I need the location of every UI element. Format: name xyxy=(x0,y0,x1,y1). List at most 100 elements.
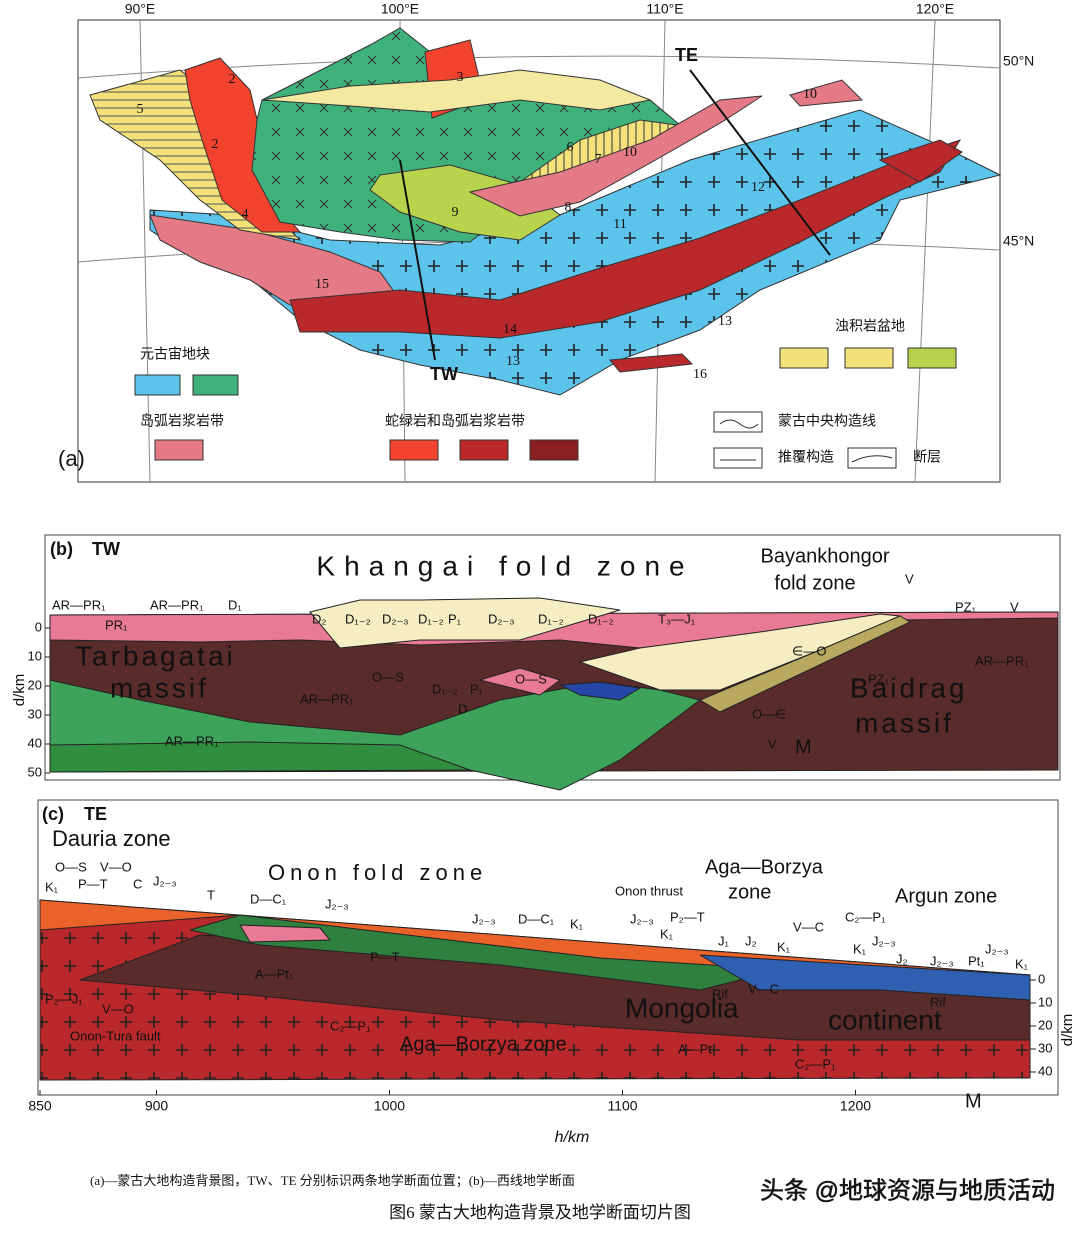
zone-number: 9 xyxy=(452,205,459,220)
zone-number: 5 xyxy=(137,102,144,117)
caption-title: 图6 蒙古大地构造背景及地学断面切片图 xyxy=(389,1203,691,1222)
longitude-label: 100°E xyxy=(381,1,419,17)
unit-label: PR₁ xyxy=(105,617,128,632)
unit-label: J₂₋₃ xyxy=(472,911,496,926)
zone-number: 10 xyxy=(623,145,637,160)
unit-label: V—C xyxy=(748,981,779,996)
unit-label: D₁₋₂ xyxy=(432,681,458,696)
unit-label: D₂₋₃ xyxy=(488,611,515,626)
depth-tick-label: 30 xyxy=(1038,1040,1052,1055)
depth-tick-label: 20 xyxy=(1038,1017,1052,1032)
panel-label: (c) xyxy=(42,804,64,824)
zone-label: Dauria zone xyxy=(52,826,171,851)
section-label: TW xyxy=(430,364,458,384)
unit-label: J₂₋₃ xyxy=(153,873,177,888)
zone-number: 7 xyxy=(595,152,602,167)
zone-label: Argun zone xyxy=(895,885,997,907)
depth-label: d/km xyxy=(1059,1014,1076,1047)
depth-tick-label: 30 xyxy=(28,706,42,721)
panel-label: (a) xyxy=(58,446,85,471)
unit-label: Pt₁ xyxy=(968,953,985,968)
zone-number: 10 xyxy=(803,87,817,102)
unit-label: P₂—T xyxy=(670,909,705,924)
x-tick-label: 900 xyxy=(145,1098,169,1114)
tectonic-units xyxy=(89,27,1002,396)
zone-number: 8 xyxy=(565,200,572,215)
unit-label: J₂₋₃ xyxy=(985,941,1009,956)
panel-label: (b) xyxy=(50,539,73,559)
massif-label: Tarbagatai xyxy=(75,640,236,671)
section-subtitle: fold zone xyxy=(774,572,855,594)
unit-label: D₁₋₂ xyxy=(588,611,614,626)
unit-label: PZ₁ xyxy=(955,599,977,614)
panel-c xyxy=(37,799,1059,1096)
unit-label: K₁ xyxy=(853,941,867,956)
unit-label: V—O xyxy=(102,1001,134,1016)
zone-label: Mongolia xyxy=(625,992,739,1023)
unit-label: V—O xyxy=(100,859,132,874)
unit-label: D xyxy=(458,701,467,716)
unit-label: Onon thrust xyxy=(615,883,683,898)
zone-label: Onon fold zone xyxy=(268,860,487,885)
unit-label: D₂₋₃ xyxy=(382,611,409,626)
unit-label: C₂—P₁ xyxy=(795,1056,836,1071)
unit-label: AR—PR₁ xyxy=(52,597,106,612)
x-tick-label: 1200 xyxy=(840,1098,871,1114)
unit-label: C₂—P₁ xyxy=(845,909,886,924)
zone-label: continent xyxy=(828,1004,942,1035)
zone-number: 4 xyxy=(242,207,249,222)
unit-label: J₂ xyxy=(745,933,757,948)
unit-label: K₁ xyxy=(1015,956,1029,971)
depth-tick-label: 20 xyxy=(28,677,42,692)
unit-label: A—Pt₁ xyxy=(255,966,294,981)
section-label: TE xyxy=(84,804,107,824)
unit-label: K₁ xyxy=(777,939,791,954)
unit-label: P—T xyxy=(78,876,108,891)
zone-number: 13 xyxy=(506,354,520,369)
unit-label: P₁ xyxy=(448,611,462,626)
depth-tick-label: 10 xyxy=(1038,994,1052,1009)
latitude-label: 50°N xyxy=(1003,53,1034,69)
unit-label: O—∈ xyxy=(752,706,786,721)
x-axis-label: h/km xyxy=(555,1129,590,1146)
moho-label: M xyxy=(795,736,812,758)
unit-label: Rif xyxy=(712,986,728,1001)
unit-label: O—S xyxy=(372,669,404,684)
section-lines xyxy=(399,69,831,361)
depth-tick-label: 10 xyxy=(28,648,42,663)
unit-label: AR—PR₁ xyxy=(150,597,204,612)
moho-label: M xyxy=(965,1090,982,1112)
unit-label: ∈—O xyxy=(792,643,826,658)
unit-label: Onon-Tura fault xyxy=(70,1028,161,1043)
zone-number: 16 xyxy=(693,367,707,382)
unit-label: T₃—J₁ xyxy=(658,611,696,626)
latitude-label: 45°N xyxy=(1003,233,1034,249)
unit-label: J₂₋₃ xyxy=(630,911,654,926)
legend-label: 蛇绿岩和岛弧岩浆岩带 xyxy=(385,413,525,429)
unit-label: J₂₋₃ xyxy=(325,896,349,911)
massif-label: massif xyxy=(855,707,954,738)
legend-label: 岛弧岩浆岩带 xyxy=(140,413,224,429)
x-tick-label: 1000 xyxy=(374,1098,405,1114)
longitude-label: 110°E xyxy=(646,1,683,17)
unit-label: V xyxy=(1010,599,1019,614)
legend-label: 断层 xyxy=(913,449,941,465)
section-label: TE xyxy=(675,45,698,65)
zone-number: 2 xyxy=(229,72,236,87)
unit-label: A—Pt xyxy=(678,1041,712,1056)
legend-label: 推覆构造 xyxy=(778,449,834,465)
legend-label: 蒙古中央构造线 xyxy=(778,413,876,429)
unit-label: O—S xyxy=(55,859,87,874)
zone-label: zone xyxy=(728,881,771,903)
depth-tick-label: 0 xyxy=(1038,971,1045,986)
unit-label: C₂—P₁ xyxy=(330,1018,371,1033)
unit-label: P—T xyxy=(370,949,400,964)
unit-label: AR—PR₁ xyxy=(975,653,1029,668)
unit-label: D—C₁ xyxy=(518,911,555,926)
zone-number: 15 xyxy=(315,277,329,292)
unit-label: D₁₋₂ xyxy=(538,611,564,626)
panel-a xyxy=(77,19,1002,483)
unit-label: T xyxy=(207,887,215,902)
legend-swatches xyxy=(134,347,957,469)
